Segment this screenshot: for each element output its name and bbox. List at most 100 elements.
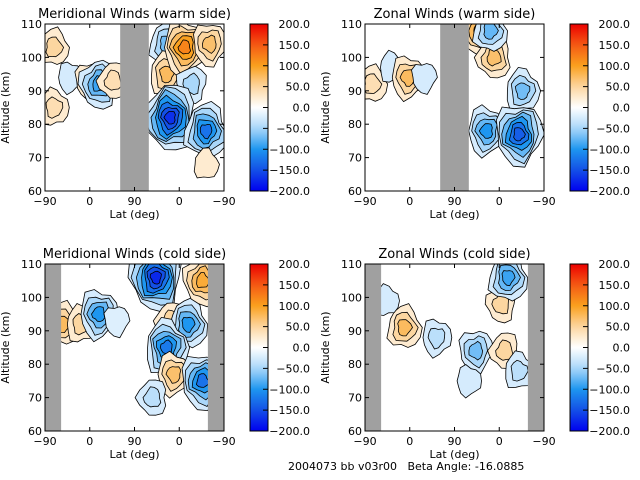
colorbar: 200.0 150.0 100.0 50.0 0.0 −50.0 −100.0 −150.0 −… bbox=[569, 258, 631, 438]
colorbar-tick-label: 0.0 bbox=[293, 342, 311, 355]
x-tick-label: −90 bbox=[212, 435, 235, 448]
contour-level bbox=[103, 69, 123, 91]
colorbar-tick-label: 100.0 bbox=[279, 60, 311, 73]
contour-field bbox=[45, 264, 224, 431]
footer-info: 2004073 bb v03r00 Beta Angle: -16.0885 bbox=[288, 460, 524, 473]
contour-level bbox=[195, 373, 210, 388]
contour-level bbox=[177, 39, 192, 55]
panel-4: Zonal Winds (cold side) −90 0 90 0 −90 Lat (de… bbox=[319, 247, 630, 461]
y-tick-label: 80 bbox=[348, 118, 362, 131]
y-tick-label: 100 bbox=[21, 51, 42, 64]
contour-feature bbox=[365, 63, 389, 102]
no-data-band bbox=[120, 24, 149, 191]
contour-feature bbox=[164, 24, 207, 79]
contour-feature bbox=[495, 106, 544, 168]
y-tick-label: 80 bbox=[28, 358, 42, 371]
panel-1: Meridional Winds (warm side) −90 0 90 0 −90 La… bbox=[0, 7, 310, 221]
y-tick-label: 110 bbox=[21, 18, 42, 31]
contour-feature bbox=[458, 330, 495, 376]
y-tick-label: 70 bbox=[348, 152, 362, 165]
no-data-band bbox=[365, 264, 382, 431]
colorbar-tick-label: 0.0 bbox=[613, 342, 631, 355]
no-data-band bbox=[440, 24, 469, 191]
contour-level bbox=[397, 319, 413, 337]
colorbar: 200.0 150.0 100.0 50.0 0.0 −50.0 −100.0 −150.0 −… bbox=[569, 18, 631, 198]
colorbar-tick-label: −200.0 bbox=[269, 425, 310, 438]
y-tick-label: 90 bbox=[348, 85, 362, 98]
contour-feature bbox=[422, 318, 453, 359]
contour-field bbox=[365, 264, 544, 431]
x-axis-label: Lat (deg) bbox=[110, 208, 160, 221]
colorbar-tick-label: 100.0 bbox=[599, 60, 631, 73]
panel-2: Zonal Winds (warm side) −90 0 90 0 −90 Lat (de… bbox=[319, 7, 630, 221]
contour-field bbox=[365, 24, 544, 191]
colorbar-tick-label: −150.0 bbox=[269, 164, 310, 177]
contour-field bbox=[45, 24, 224, 191]
y-tick-label: 70 bbox=[348, 392, 362, 405]
x-tick-label: 0 bbox=[86, 195, 93, 208]
x-tick-label: −90 bbox=[353, 435, 376, 448]
colorbar-tick-label: −100.0 bbox=[269, 143, 310, 156]
y-tick-label: 80 bbox=[348, 358, 362, 371]
colorbar-tick-label: −150.0 bbox=[269, 404, 310, 417]
no-data-band bbox=[45, 264, 62, 431]
contour-level bbox=[193, 147, 220, 179]
contour-feature bbox=[183, 100, 224, 159]
x-tick-label: 90 bbox=[448, 195, 462, 208]
y-tick-label: 60 bbox=[348, 425, 362, 438]
colorbar-tick-label: 150.0 bbox=[279, 279, 311, 292]
x-axis-label: Lat (deg) bbox=[430, 208, 480, 221]
colorbar-tick-label: −100.0 bbox=[589, 143, 630, 156]
colorbar-tick-label: −50.0 bbox=[596, 122, 630, 135]
colorbar-tick-label: 50.0 bbox=[606, 81, 631, 94]
panel-title: Zonal Winds (warm side) bbox=[374, 7, 536, 22]
colorbar-tick-label: −200.0 bbox=[589, 425, 630, 438]
contour-level bbox=[45, 36, 65, 58]
colorbar-tick-label: −200.0 bbox=[269, 185, 310, 198]
colorbar-tick-label: −200.0 bbox=[589, 185, 630, 198]
y-tick-label: 60 bbox=[28, 185, 42, 198]
colorbar-tick-label: −100.0 bbox=[589, 383, 630, 396]
contour-feature bbox=[506, 66, 542, 111]
x-tick-label: −90 bbox=[353, 195, 376, 208]
x-tick-label: 0 bbox=[496, 195, 503, 208]
colorbar-tick-label: −50.0 bbox=[596, 362, 630, 375]
contour-level bbox=[411, 63, 438, 95]
contour-level bbox=[149, 270, 162, 285]
panel-title: Meridional Winds (cold side) bbox=[43, 247, 226, 262]
contour-level bbox=[486, 47, 502, 67]
x-tick-label: 0 bbox=[176, 435, 183, 448]
contour-feature bbox=[193, 147, 220, 179]
contour-level bbox=[478, 123, 493, 139]
contour-level bbox=[199, 124, 213, 140]
y-axis-label: Altitude (km) bbox=[319, 71, 332, 143]
contour-level bbox=[510, 359, 529, 382]
contour-level bbox=[181, 316, 196, 333]
colorbar-tick-label: −50.0 bbox=[276, 362, 310, 375]
x-tick-label: 0 bbox=[406, 195, 413, 208]
contour-feature bbox=[127, 264, 182, 313]
y-tick-label: 60 bbox=[28, 425, 42, 438]
y-tick-label: 100 bbox=[21, 291, 42, 304]
colorbar-tick-label: 50.0 bbox=[606, 321, 631, 334]
colorbar: 200.0 150.0 100.0 50.0 0.0 −50.0 −100.0 −150.0 −… bbox=[249, 258, 311, 438]
colorbar-tick-label: 200.0 bbox=[599, 258, 631, 271]
colorbar-tick-label: 0.0 bbox=[293, 102, 311, 115]
x-tick-label: 0 bbox=[406, 435, 413, 448]
contour-level bbox=[513, 127, 526, 142]
colorbar-tick-label: 100.0 bbox=[599, 300, 631, 313]
x-tick-label: 0 bbox=[86, 435, 93, 448]
beta-angle-value: -16.0885 bbox=[474, 460, 525, 473]
x-tick-label: −90 bbox=[33, 435, 56, 448]
contour-level bbox=[196, 272, 210, 289]
x-tick-label: 0 bbox=[176, 195, 183, 208]
colorbar-tick-label: 200.0 bbox=[279, 18, 311, 31]
x-tick-label: −90 bbox=[33, 195, 56, 208]
contour-feature bbox=[103, 306, 131, 339]
x-tick-label: 90 bbox=[448, 435, 462, 448]
x-tick-label: −90 bbox=[532, 435, 555, 448]
beta-angle-label: Beta Angle: bbox=[407, 460, 472, 473]
contour-feature bbox=[45, 26, 70, 65]
contour-level bbox=[456, 364, 482, 399]
